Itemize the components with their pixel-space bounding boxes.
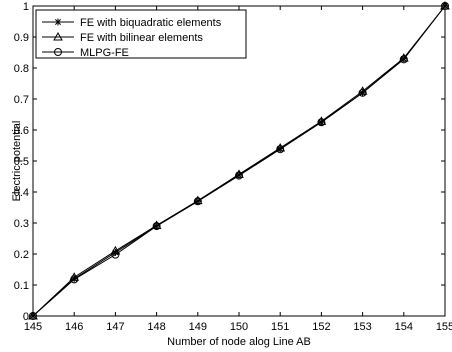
data-point xyxy=(235,171,243,180)
y-tick-label: 0.5 xyxy=(14,156,29,168)
legend-label: MLPG-FE xyxy=(80,47,129,59)
data-point xyxy=(29,312,37,320)
x-axis-label: Number of node alog Line AB xyxy=(167,336,311,348)
y-tick-label: 0.6 xyxy=(14,125,29,137)
series-line xyxy=(32,5,446,317)
data-point xyxy=(276,145,285,154)
x-tick-label: 147 xyxy=(106,321,124,333)
data-point xyxy=(152,222,161,231)
y-tick-label: 0.7 xyxy=(14,94,29,106)
data-point xyxy=(317,118,326,127)
data-point xyxy=(193,197,202,206)
y-tick-label: 0 xyxy=(23,311,29,323)
x-tick-label: 146 xyxy=(65,321,83,333)
x-tick-label: 154 xyxy=(395,321,413,333)
legend-box xyxy=(35,9,247,59)
data-point xyxy=(111,250,120,259)
legend-entry: FE with bilinear elements xyxy=(42,31,203,44)
data-point xyxy=(398,53,409,62)
y-tick-label: 0.3 xyxy=(14,218,29,230)
y-axis: 0 0.1 0.2 0.3 0.4 0.5 0.6 0.7 0.8 0.9 1 xyxy=(14,1,445,323)
x-tick-label: 148 xyxy=(147,321,165,333)
legend-entry: FE with biquadratic elements xyxy=(42,17,222,29)
x-tick-label: 153 xyxy=(353,321,371,333)
data-point xyxy=(399,55,408,64)
x-tick-label: 150 xyxy=(230,321,248,333)
series-triangle xyxy=(28,0,450,320)
legend-entry: MLPG-FE xyxy=(42,47,129,59)
x-tick-label: 155 xyxy=(436,321,452,333)
x-tick-label: 149 xyxy=(189,321,207,333)
data-point xyxy=(110,245,121,255)
x-tick-label: 152 xyxy=(312,321,330,333)
series-circle xyxy=(29,2,449,320)
series-line xyxy=(32,5,446,317)
legend-marker xyxy=(54,18,62,26)
y-tick-label: 0.4 xyxy=(14,187,29,199)
legend-label: FE with biquadratic elements xyxy=(80,17,222,29)
x-tick-label: 145 xyxy=(24,321,42,333)
y-axis-label: Electric potential xyxy=(11,121,23,202)
y-tick-label: 0.1 xyxy=(14,280,29,292)
y-tick-label: 0.8 xyxy=(14,63,29,75)
y-tick-label: 0.2 xyxy=(14,249,29,261)
legend-marker xyxy=(53,31,63,41)
y-tick-label: 0.9 xyxy=(14,32,29,44)
data-point xyxy=(358,88,367,97)
x-axis: 145 146 147 148 149 150 151 152 153 154 155 xyxy=(24,6,452,333)
legend-label: FE with bilinear elements xyxy=(80,32,203,44)
data-point xyxy=(70,275,79,284)
data-point xyxy=(441,2,449,10)
x-tick-label: 151 xyxy=(271,321,289,333)
series-layer xyxy=(28,0,450,320)
y-tick-label: 1 xyxy=(23,1,29,13)
legend: FE with biquadratic elements FE with bili… xyxy=(35,9,247,59)
legend-marker xyxy=(54,48,62,56)
